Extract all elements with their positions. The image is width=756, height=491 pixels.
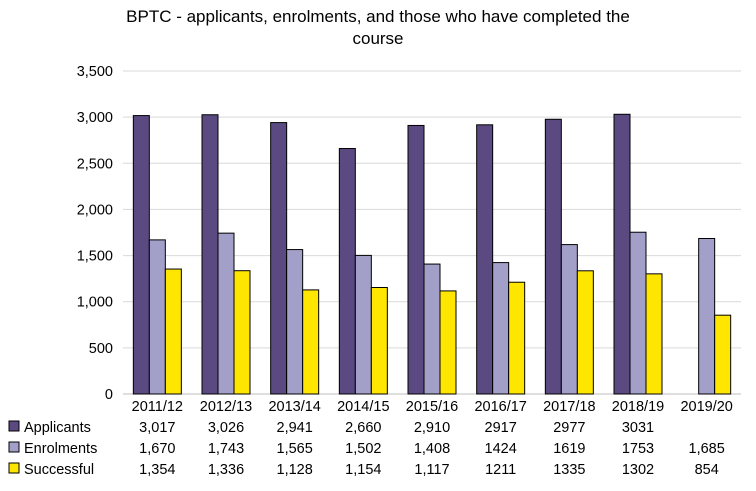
y-tick-label: 3,500 <box>77 64 113 80</box>
data-table-cell: 2977 <box>553 420 585 436</box>
data-table-cell: 1,743 <box>208 441 244 457</box>
bar-enrolments <box>698 237 716 395</box>
bar-successful <box>576 270 594 395</box>
y-tick-label: 500 <box>89 341 113 357</box>
data-table-cell: 2917 <box>485 420 517 436</box>
bar-enrolments <box>148 239 166 395</box>
bar-enrolments <box>423 263 441 395</box>
data-table-cell: 1335 <box>553 462 585 478</box>
data-table-cell: 1211 <box>485 462 516 478</box>
data-table-cell: 3031 <box>622 420 654 436</box>
x-tick-label: 2015/16 <box>406 399 458 415</box>
bars <box>132 113 732 395</box>
data-table-cell: 1302 <box>622 462 654 478</box>
bar-enrolments <box>492 262 510 395</box>
x-tick-label: 2014/15 <box>337 399 389 415</box>
bar-enrolments <box>354 254 372 395</box>
data-table-cell: 1,565 <box>277 441 313 457</box>
data-table-cell: 2,910 <box>414 420 450 436</box>
y-tick-label: 2,500 <box>77 156 113 172</box>
y-tick-label: 1,000 <box>77 295 113 311</box>
bar-applicants <box>544 118 562 395</box>
bar-applicants <box>201 114 219 395</box>
bar-enrolments <box>560 244 578 395</box>
legend-label-successful: Successful <box>24 462 94 478</box>
x-tick-label: 2018/19 <box>612 399 664 415</box>
y-tick-label: 2,000 <box>77 202 113 218</box>
data-table-cell: 1,670 <box>139 441 175 457</box>
bar-applicants <box>407 124 425 395</box>
legend-swatch-applicants <box>8 420 20 432</box>
data-table-cell: 2,941 <box>277 420 313 436</box>
data-table-cell: 1,354 <box>139 462 175 478</box>
data-table-cell: 854 <box>695 462 719 478</box>
bar-applicants <box>132 115 150 395</box>
data-table-cell: 3,017 <box>139 420 175 436</box>
y-axis: 0 500 1,000 1,500 2,000 2,500 3,000 3,500 <box>77 64 113 403</box>
bar-successful <box>714 314 732 395</box>
bar-successful <box>508 281 526 395</box>
bar-enrolments <box>217 232 235 395</box>
data-table-cell: 1,128 <box>277 462 313 478</box>
data-table-cell: 1,154 <box>345 462 381 478</box>
bar-successful <box>439 290 457 395</box>
chart-title-line-2: course <box>352 29 404 48</box>
x-tick-label: 2012/13 <box>200 399 252 415</box>
bar-applicants <box>270 122 288 395</box>
x-tick-label: 2013/14 <box>268 399 320 415</box>
chart-title-line-1: BPTC - applicants, enrolments, and those… <box>126 7 630 26</box>
data-table: 2011/12 2012/13 2013/14 2014/15 2015/16 2016/… <box>8 399 733 478</box>
data-table-cell: 1,336 <box>208 462 244 478</box>
data-table-cell: 1,685 <box>689 441 725 457</box>
data-table-cell: 1,502 <box>345 441 381 457</box>
bar-successful <box>370 287 388 395</box>
data-table-cell: 1619 <box>553 441 585 457</box>
bar-enrolments <box>629 231 647 395</box>
bar-applicants <box>338 148 356 395</box>
y-tick-label: 3,000 <box>77 110 113 126</box>
legend-swatch-successful <box>8 462 20 474</box>
bar-applicants <box>613 113 631 395</box>
legend-swatch-enrolments <box>8 441 20 453</box>
data-table-cell: 1424 <box>485 441 517 457</box>
bar-successful <box>645 273 663 395</box>
x-tick-label: 2019/20 <box>680 399 732 415</box>
x-tick-label: 2011/12 <box>132 399 183 415</box>
chart-title: BPTC - applicants, enrolments, and those… <box>0 6 756 50</box>
y-tick-label: 0 <box>105 387 113 403</box>
bar-successful <box>233 270 251 395</box>
bar-successful <box>164 268 182 395</box>
bar-enrolments <box>286 249 304 395</box>
data-table-cell: 1,408 <box>414 441 450 457</box>
x-tick-label: 2017/18 <box>543 399 595 415</box>
legend-label-enrolments: Enrolments <box>24 441 97 457</box>
legend-label-applicants: Applicants <box>24 420 91 436</box>
data-table-cell: 3,026 <box>208 420 244 436</box>
bar-successful <box>302 289 320 395</box>
data-table-cell: 1,117 <box>414 462 449 478</box>
y-tick-label: 1,500 <box>77 249 113 265</box>
data-table-cell: 2,660 <box>345 420 381 436</box>
data-table-cell: 1753 <box>622 441 654 457</box>
x-tick-label: 2016/17 <box>474 399 526 415</box>
bar-applicants <box>476 124 494 395</box>
